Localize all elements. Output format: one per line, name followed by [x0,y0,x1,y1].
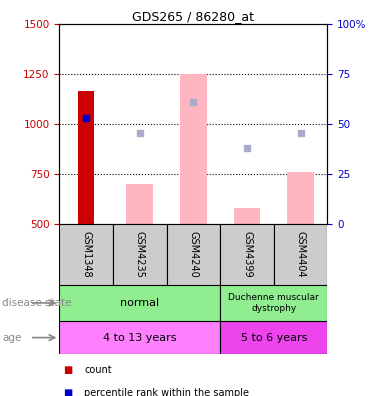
Bar [59,224,113,285]
Text: Duchenne muscular
dystrophy: Duchenne muscular dystrophy [229,293,319,313]
Bar [126,184,153,224]
Bar [59,321,220,354]
Text: GSM4240: GSM4240 [188,231,198,278]
Text: 4 to 13 years: 4 to 13 years [103,333,177,343]
Text: normal: normal [120,298,159,308]
Bar [167,224,220,285]
Text: count: count [84,365,112,375]
Text: GSM1348: GSM1348 [81,231,91,278]
Text: percentile rank within the sample: percentile rank within the sample [84,388,249,396]
Text: ■: ■ [63,365,72,375]
Title: GDS265 / 86280_at: GDS265 / 86280_at [133,10,254,23]
Text: 5 to 6 years: 5 to 6 years [241,333,307,343]
Bar [234,208,260,224]
Text: GSM4404: GSM4404 [296,231,306,278]
Bar [220,224,274,285]
Bar [180,74,207,224]
Bar [220,321,327,354]
Bar [287,172,314,224]
Bar [274,224,327,285]
Bar [78,91,94,224]
Text: ■: ■ [63,388,72,396]
Text: GSM4399: GSM4399 [242,231,252,278]
Bar [113,224,167,285]
Bar [220,285,327,321]
Text: age: age [2,333,21,343]
Bar [59,285,220,321]
Text: disease state: disease state [2,298,71,308]
Text: GSM4235: GSM4235 [135,231,145,278]
